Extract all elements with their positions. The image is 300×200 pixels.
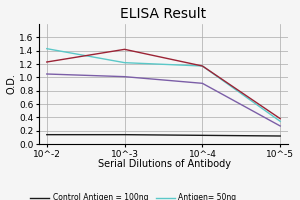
- Title: ELISA Result: ELISA Result: [120, 7, 207, 21]
- Antigen= 50ng: [45, 47, 49, 50]
- Antigen= 100ng: [201, 65, 204, 67]
- Line: Antigen= 100ng: Antigen= 100ng: [47, 49, 280, 119]
- Antigen= 10ng: [201, 82, 204, 85]
- Antigen= 50ng: [201, 65, 204, 67]
- Control Antigen = 100ng: [45, 133, 49, 136]
- Antigen= 100ng: [123, 48, 126, 51]
- Antigen= 10ng: [45, 73, 49, 75]
- Legend: Control Antigen = 100ng, Antigen= 10ng, Antigen= 50ng, Antigen= 100ng: Control Antigen = 100ng, Antigen= 10ng, …: [30, 193, 241, 200]
- Antigen= 100ng: [45, 61, 49, 63]
- Text: Serial Dilutions of Antibody: Serial Dilutions of Antibody: [98, 159, 232, 169]
- Antigen= 10ng: [123, 75, 126, 78]
- Antigen= 10ng: [278, 125, 282, 127]
- Control Antigen = 100ng: [123, 133, 126, 136]
- Antigen= 50ng: [123, 61, 126, 64]
- Antigen= 100ng: [278, 117, 282, 120]
- Antigen= 50ng: [278, 120, 282, 123]
- Control Antigen = 100ng: [278, 135, 282, 137]
- Y-axis label: O.D.: O.D.: [6, 74, 16, 94]
- Line: Antigen= 50ng: Antigen= 50ng: [47, 49, 280, 121]
- Line: Antigen= 10ng: Antigen= 10ng: [47, 74, 280, 126]
- Control Antigen = 100ng: [201, 134, 204, 137]
- Line: Control Antigen = 100ng: Control Antigen = 100ng: [47, 135, 280, 136]
